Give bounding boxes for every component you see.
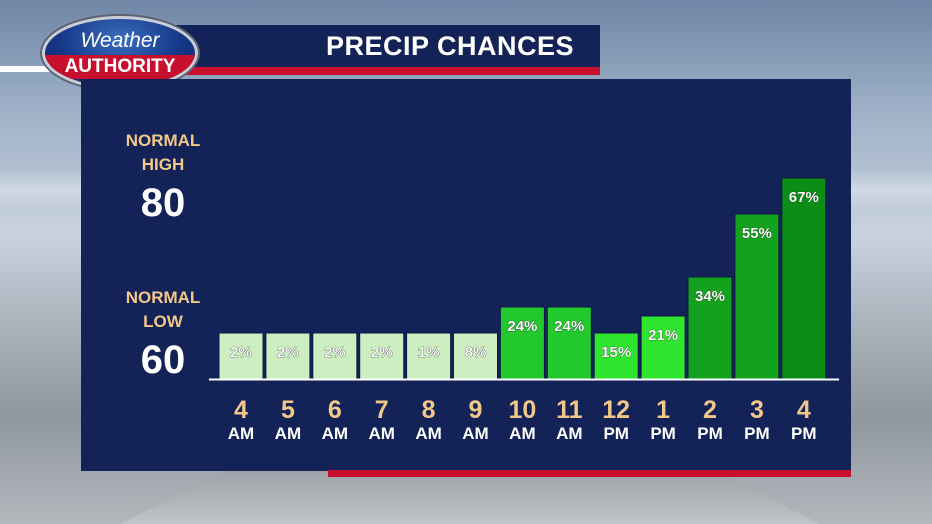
bar-data-label: 2% bbox=[230, 344, 252, 361]
chart-title: PRECIP CHANCES bbox=[325, 31, 575, 61]
normal-high-label-line1: NORMAL bbox=[125, 131, 201, 150]
normal-low-label-line1: NORMAL bbox=[125, 288, 201, 307]
x-tick-period: AM bbox=[415, 424, 441, 443]
chart-panel bbox=[81, 79, 851, 471]
x-tick-period: PM bbox=[791, 424, 817, 443]
x-tick-period: AM bbox=[509, 424, 535, 443]
bar-10-am bbox=[499, 306, 545, 380]
title-bar bbox=[150, 25, 600, 67]
panel-red-stripe bbox=[328, 470, 851, 477]
bar-data-label: 8% bbox=[465, 344, 487, 361]
normal-high-label-line2: HIGH bbox=[141, 155, 185, 174]
bar-data-label: 24% bbox=[554, 318, 584, 335]
x-tick-period: PM bbox=[650, 424, 676, 443]
bar-data-label: 21% bbox=[648, 327, 678, 344]
bar-data-label: 2% bbox=[324, 344, 346, 361]
normal-low-value: 60 bbox=[140, 338, 186, 382]
x-tick-hour: 4 bbox=[234, 396, 248, 424]
bar-3-pm bbox=[734, 213, 780, 380]
x-tick-hour: 12 bbox=[602, 396, 630, 424]
bar-data-label: 2% bbox=[371, 344, 393, 361]
x-tick-hour: 4 bbox=[797, 396, 811, 424]
bar-12-pm bbox=[593, 332, 639, 380]
normal-high-value: 80 bbox=[140, 181, 186, 225]
bar-9-am bbox=[453, 332, 498, 380]
x-tick-period: PM bbox=[603, 424, 629, 443]
x-tick-hour: 10 bbox=[508, 396, 536, 424]
logo-top-text: Weather bbox=[80, 29, 160, 52]
x-tick-hour: 1 bbox=[656, 396, 670, 424]
bar-data-label: 2% bbox=[277, 344, 299, 361]
x-tick-period: AM bbox=[322, 424, 348, 443]
x-tick-hour: 7 bbox=[375, 396, 389, 424]
bar-data-label: 55% bbox=[742, 225, 772, 242]
x-tick-period: AM bbox=[556, 424, 582, 443]
bar-data-label: 24% bbox=[507, 318, 537, 335]
bar-data-label: 67% bbox=[789, 189, 819, 206]
bar-data-label: 1% bbox=[418, 344, 440, 361]
bar-1-pm bbox=[640, 315, 686, 380]
x-tick-hour: 5 bbox=[281, 396, 295, 424]
x-tick-period: AM bbox=[275, 424, 301, 443]
bar-data-label: 15% bbox=[601, 344, 631, 361]
logo-bottom-text: AUTHORITY bbox=[45, 55, 195, 79]
normal-low-label-line2: LOW bbox=[143, 312, 183, 331]
bar-11-am bbox=[546, 306, 592, 380]
bar-data-label: 34% bbox=[695, 288, 725, 305]
bar-4-am bbox=[218, 332, 264, 380]
x-tick-hour: 9 bbox=[469, 396, 483, 424]
bar-5-am bbox=[265, 332, 311, 380]
bar-2-pm bbox=[687, 276, 733, 380]
x-tick-period: AM bbox=[228, 424, 254, 443]
bar-7-am bbox=[359, 332, 405, 380]
title-red-stripe bbox=[185, 67, 600, 75]
bar-8-am bbox=[406, 332, 452, 380]
x-tick-hour: 11 bbox=[556, 396, 583, 424]
x-tick-period: PM bbox=[697, 424, 723, 443]
x-tick-hour: 6 bbox=[328, 396, 342, 424]
x-tick-hour: 8 bbox=[422, 396, 436, 424]
x-tick-hour: 3 bbox=[750, 396, 764, 424]
bar-4-pm bbox=[781, 177, 827, 380]
x-tick-period: PM bbox=[744, 424, 770, 443]
x-tick-period: AM bbox=[462, 424, 488, 443]
x-tick-period: AM bbox=[368, 424, 394, 443]
x-tick-hour: 2 bbox=[703, 396, 717, 424]
